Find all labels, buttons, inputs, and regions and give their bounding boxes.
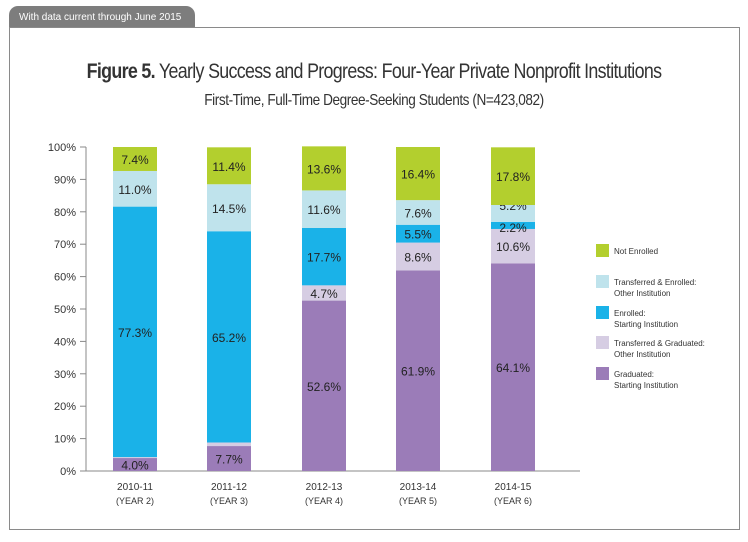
data-label: 5.5% [404, 228, 432, 242]
bar-segment [113, 458, 157, 471]
x-tick-label: 2012-13 [306, 482, 343, 493]
bar-segment [491, 263, 535, 471]
data-label: 10.6% [496, 240, 530, 254]
x-tick-label: 2010-11 [117, 482, 153, 493]
data-label: 77.3% [118, 326, 152, 340]
data-label: 11.0% [118, 183, 151, 197]
bar-segment [491, 228, 535, 264]
bar-segment [396, 242, 440, 271]
legend-label: Transferred & Graduated: [614, 339, 705, 348]
data-label: 14.5% [212, 202, 246, 216]
legend-swatch [596, 275, 609, 288]
figure-frame [9, 27, 740, 530]
bar-segment [396, 200, 440, 225]
data-label: 61.9% [401, 365, 435, 379]
bar-segment [491, 204, 535, 222]
legend-label: Transferred & Enrolled: [614, 278, 696, 287]
data-label: 11.6% [307, 203, 340, 217]
legend-swatch [596, 367, 609, 380]
bar-segment [302, 190, 346, 228]
y-tick-label: 20% [54, 401, 76, 413]
data-label: 7.4% [121, 153, 149, 167]
y-tick-label: 50% [54, 304, 76, 316]
legend-label-line2: Other Institution [614, 350, 670, 359]
chart-title-text: Yearly Success and Progress: Four-Year P… [158, 60, 662, 83]
bar-segment [396, 270, 440, 471]
y-tick-label: 0% [60, 466, 76, 478]
data-label: 52.6% [307, 380, 341, 394]
data-label: 4.7% [310, 287, 338, 301]
x-tick-sublabel: (YEAR 3) [210, 496, 248, 506]
x-tick-label: 2014-15 [495, 482, 532, 493]
bar-segment [207, 231, 251, 443]
data-label: 4.0% [121, 459, 149, 473]
data-label: 64.1% [496, 361, 530, 375]
bar-segment [302, 300, 346, 471]
bar-segment [396, 147, 440, 201]
y-tick-label: 30% [54, 369, 76, 381]
legend-swatch [596, 306, 609, 319]
legend-label: Not Enrolled [614, 247, 658, 256]
chart-title-bold: Figure 5. [86, 60, 156, 83]
bar-segment [491, 221, 535, 229]
data-label: 7.7% [215, 453, 243, 467]
bar-segment [207, 184, 251, 232]
chart-title: Figure 5. Yearly Success and Progress: F… [56, 60, 692, 84]
legend-label-line2: Other Institution [614, 289, 670, 298]
bar-segment [113, 457, 157, 459]
data-label: 65.2% [212, 331, 246, 345]
x-tick-sublabel: (YEAR 5) [399, 496, 437, 506]
x-tick-label: 2013-14 [400, 482, 437, 493]
data-label: 11.4% [212, 160, 245, 174]
y-tick-label: 90% [54, 174, 76, 186]
data-currency-tab: With data current through June 2015 [9, 6, 195, 28]
bar-segment [113, 170, 157, 207]
bar-segment [302, 285, 346, 301]
bar-segment [396, 224, 440, 243]
data-label: 17.8% [496, 170, 530, 184]
data-label: 17.7% [307, 251, 341, 265]
bar-segment [113, 206, 157, 458]
x-tick-sublabel: (YEAR 6) [494, 496, 532, 506]
x-tick-sublabel: (YEAR 2) [116, 496, 154, 506]
y-tick-label: 40% [54, 336, 76, 348]
data-label: 16.4% [401, 168, 435, 182]
x-tick-sublabel: (YEAR 4) [305, 496, 343, 506]
y-tick-label: 100% [48, 142, 76, 154]
bar-segment [207, 442, 251, 447]
legend-label-line2: Starting Institution [614, 381, 678, 390]
bar-segment [302, 146, 346, 191]
bar-segment [113, 147, 157, 171]
data-label: 8.6% [404, 251, 432, 265]
bar-segment [302, 228, 346, 286]
y-tick-label: 70% [54, 239, 76, 251]
bar-segment [491, 147, 535, 205]
data-label: 13.6% [307, 162, 341, 176]
bar-segment [207, 446, 251, 471]
y-tick-label: 80% [54, 207, 76, 219]
legend-swatch [596, 244, 609, 257]
y-tick-label: 60% [54, 272, 76, 284]
chart-subtitle: First-Time, Full-Time Degree-Seeking Stu… [204, 92, 544, 109]
data-label: 7.6% [404, 206, 432, 220]
x-tick-label: 2011-12 [211, 482, 247, 493]
bar-segment [207, 147, 251, 185]
legend-swatch [596, 336, 609, 349]
legend-label: Graduated: [614, 370, 654, 379]
legend-label-line2: Starting Institution [614, 320, 678, 329]
y-tick-label: 10% [54, 434, 76, 446]
legend-label: Enrolled: [614, 309, 646, 318]
data-label: 2.2% [499, 221, 527, 235]
